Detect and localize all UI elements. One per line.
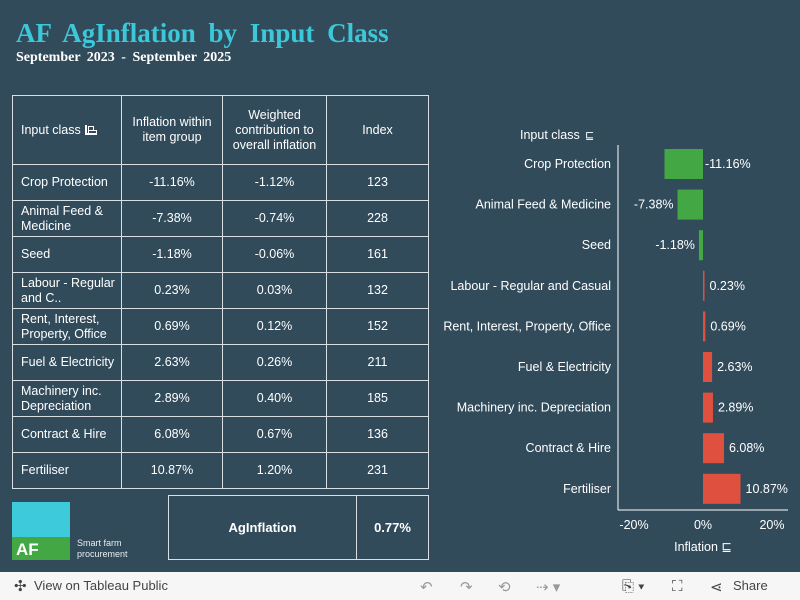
- sort-icon[interactable]: ⊑: [585, 130, 594, 142]
- table-row: Fuel & Electricity 2.63% 0.26% 211: [12, 344, 429, 381]
- x-tick-label: 0%: [694, 518, 712, 532]
- table-row: Animal Feed & Medicine -7.38% -0.74% 228: [12, 200, 429, 237]
- y-axis-title: Input class: [520, 128, 580, 142]
- share-icon[interactable]: ⋖: [710, 579, 723, 596]
- share-button[interactable]: Share: [733, 578, 768, 593]
- row-inflation: -7.38%: [121, 200, 223, 237]
- x-tick-label: 20%: [759, 518, 784, 532]
- category-label: Fertiliser: [563, 482, 611, 496]
- download-icon[interactable]: ⎘ ▾: [622, 578, 645, 595]
- bar[interactable]: [703, 352, 713, 382]
- category-label: Seed: [582, 238, 611, 252]
- data-label: 10.87%: [746, 482, 788, 496]
- row-index: 132: [326, 272, 429, 309]
- row-weighted: -1.12%: [222, 164, 327, 201]
- row-weighted: 1.20%: [222, 452, 327, 489]
- total-value: 0.77%: [374, 520, 411, 535]
- col-weighted: Weighted contribution to overall inflati…: [222, 95, 327, 165]
- row-index: 231: [326, 452, 429, 489]
- row-index: 161: [326, 236, 429, 273]
- data-label: 0.69%: [710, 319, 745, 333]
- data-label: 2.63%: [717, 360, 752, 374]
- date-range-subtitle: September 2023 - September 2025: [16, 50, 232, 65]
- row-index: 228: [326, 200, 429, 237]
- redo-icon[interactable]: ↷: [460, 579, 473, 596]
- sort-icon[interactable]: [84, 124, 97, 135]
- undo-icon[interactable]: ↶: [420, 579, 433, 596]
- category-label: Labour - Regular and Casual: [450, 279, 611, 293]
- row-weighted: 0.12%: [222, 308, 327, 345]
- bar[interactable]: [703, 392, 713, 423]
- row-inflation: 6.08%: [121, 416, 223, 453]
- data-label: -11.16%: [705, 157, 751, 171]
- row-weighted: -0.74%: [222, 200, 327, 237]
- table-row: Seed -1.18% -0.06% 161: [12, 236, 429, 273]
- logo-text: AF: [12, 537, 70, 560]
- row-inflation: 0.69%: [121, 308, 223, 345]
- col-index: Index: [326, 95, 429, 165]
- category-label: Fuel & Electricity: [518, 360, 612, 374]
- refresh-icon[interactable]: ⇢ ▾: [536, 579, 561, 596]
- table-row: Rent, Interest, Property, Office 0.69% 0.1…: [12, 308, 429, 345]
- logo-tagline: Smart farm procurement: [77, 538, 128, 559]
- row-class: Rent, Interest, Property, Office: [12, 308, 122, 345]
- col-inflation: Inflation within item group: [121, 95, 223, 165]
- category-label: Rent, Interest, Property, Office: [443, 319, 611, 333]
- bar[interactable]: [703, 473, 741, 504]
- inflation-bar-chart: Input class ⊑ Crop Protection -11.16% Animal…: [443, 128, 788, 554]
- category-label: Animal Feed & Medicine: [476, 198, 612, 212]
- view-on-tableau-link[interactable]: View on Tableau Public: [34, 578, 168, 593]
- row-index: 152: [326, 308, 429, 345]
- category-label: Crop Protection: [524, 157, 611, 171]
- col-label: Input class: [21, 122, 81, 137]
- af-logo: AF: [12, 502, 70, 560]
- row-weighted: 0.40%: [222, 380, 327, 417]
- total-label: AgInflation: [169, 496, 357, 559]
- row-index: 211: [326, 344, 429, 381]
- x-tick-label: -20%: [619, 518, 648, 532]
- table-row: Fertiliser 10.87% 1.20% 231: [12, 452, 429, 489]
- data-label: 0.23%: [710, 279, 745, 293]
- row-inflation: 2.63%: [121, 344, 223, 381]
- inflation-table: Input class Inflation within item group …: [12, 95, 429, 489]
- bar[interactable]: [703, 311, 706, 342]
- row-index: 136: [326, 416, 429, 453]
- fullscreen-icon[interactable]: ⛶: [672, 578, 683, 595]
- aginflation-total: AgInflation 0.77%: [168, 495, 429, 560]
- row-class: Animal Feed & Medicine: [12, 200, 122, 237]
- row-inflation: 2.89%: [121, 380, 223, 417]
- dashboard-title: AF AgInflation by Input Class: [16, 18, 389, 48]
- table-row: Machinery inc. Depreciation 2.89% 0.40% 185: [12, 380, 429, 417]
- bar[interactable]: [664, 149, 703, 179]
- row-weighted: -0.06%: [222, 236, 327, 273]
- x-axis-title: Inflation ⊑: [674, 540, 732, 554]
- category-label: Machinery inc. Depreciation: [457, 401, 611, 415]
- data-label: 2.89%: [718, 401, 753, 415]
- row-weighted: 0.26%: [222, 344, 327, 381]
- row-index: 185: [326, 380, 429, 417]
- row-inflation: -11.16%: [121, 164, 223, 201]
- row-class: Labour - Regular and C..: [12, 272, 122, 309]
- data-label: -1.18%: [655, 238, 695, 252]
- tableau-icon: ✣: [14, 578, 27, 595]
- row-class: Contract & Hire: [12, 416, 122, 453]
- data-label: 6.08%: [729, 441, 764, 455]
- row-class: Fuel & Electricity: [12, 344, 122, 381]
- revert-icon[interactable]: ⟲: [498, 579, 511, 596]
- category-label: Contract & Hire: [526, 441, 611, 455]
- tableau-toolbar: ✣ View on Tableau Public ↶ ↷ ⟲ ⇢ ▾ ⎘ ▾ ⛶…: [0, 572, 800, 600]
- row-index: 123: [326, 164, 429, 201]
- bar[interactable]: [703, 270, 705, 301]
- bar[interactable]: [703, 433, 724, 464]
- bar[interactable]: [698, 230, 703, 261]
- bar[interactable]: [677, 189, 703, 220]
- row-class: Fertiliser: [12, 452, 122, 489]
- data-label: -7.38%: [634, 198, 674, 212]
- row-weighted: 0.03%: [222, 272, 327, 309]
